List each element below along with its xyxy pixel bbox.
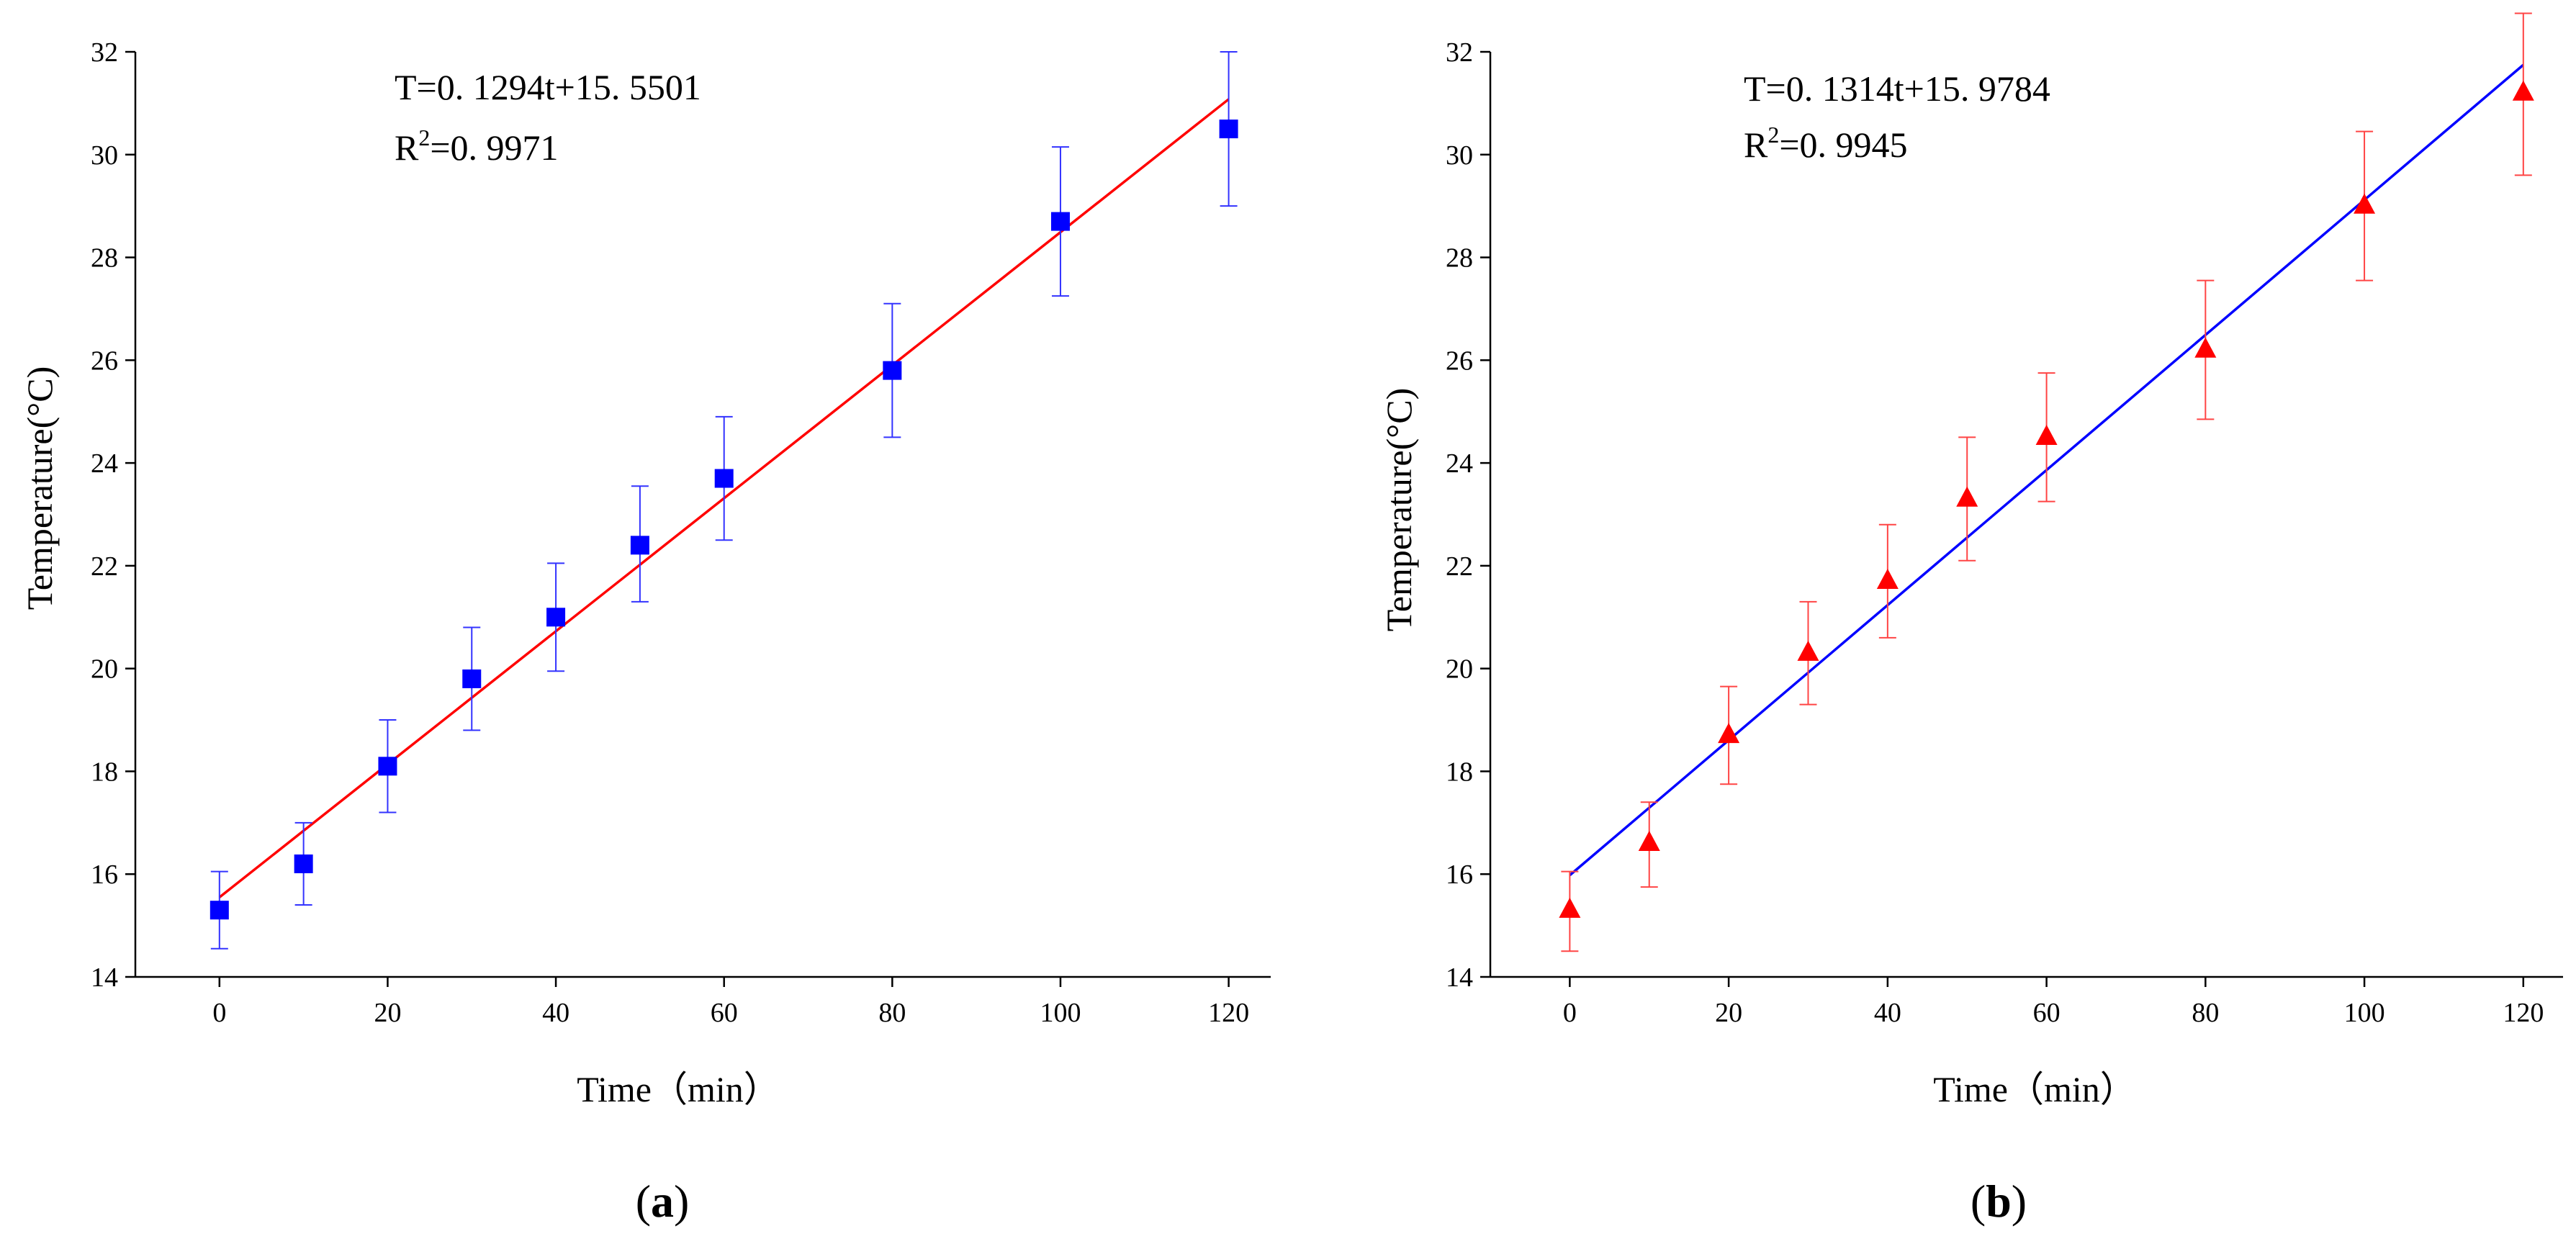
y-tick-label: 14 <box>1446 963 1473 993</box>
x-tick-label: 120 <box>2503 998 2544 1028</box>
x-tick-label: 0 <box>212 998 226 1028</box>
y-tick-label: 30 <box>1446 140 1473 171</box>
data-point-square <box>294 854 313 873</box>
x-tick-label: 100 <box>1040 998 1081 1028</box>
y-tick-label: 22 <box>91 551 118 582</box>
y-tick-label: 16 <box>91 860 118 890</box>
y-tick-label: 24 <box>1446 449 1473 479</box>
data-point-triangle <box>1638 831 1660 852</box>
chart-panel-a: Temperature(°C) Time（min） T=0. 1294t+15.… <box>19 37 1271 1227</box>
data-point-square <box>1219 120 1238 139</box>
x-tick-label: 40 <box>542 998 569 1028</box>
data-point-triangle <box>2354 193 2376 214</box>
data-point-square <box>210 901 229 920</box>
panel-label: (a) <box>636 1176 690 1227</box>
data-point-square <box>546 608 566 627</box>
panel-label: (b) <box>1971 1176 2027 1227</box>
fit-equation: T=0. 1314t+15. 9784 <box>1744 68 2050 109</box>
x-tick-label: 80 <box>878 998 906 1028</box>
x-tick-label: 20 <box>1715 998 1742 1028</box>
y-axis-label: Temperature(°C) <box>1379 388 1419 632</box>
chart-panel-b: Temperature(°C) Time（min） T=0. 1314t+15.… <box>1379 12 2563 1227</box>
y-tick-label: 32 <box>1446 37 1473 68</box>
data-point-triangle <box>1956 486 1978 507</box>
y-tick-label: 30 <box>91 140 118 171</box>
y-tick-label: 26 <box>1446 346 1473 376</box>
data-point-square <box>714 469 734 488</box>
data-point-triangle <box>2512 80 2534 101</box>
y-tick-label: 18 <box>91 757 118 787</box>
x-tick-label: 80 <box>2192 998 2219 1028</box>
data-point-triangle <box>1797 640 1819 661</box>
y-tick-label: 28 <box>91 243 118 274</box>
y-tick-label: 20 <box>1446 654 1473 685</box>
data-point-triangle <box>1718 723 1740 744</box>
y-tick-label: 24 <box>91 449 118 479</box>
y-tick-label: 20 <box>91 654 118 685</box>
x-tick-label: 40 <box>1874 998 1901 1028</box>
y-axis-label: Temperature(°C) <box>19 366 60 610</box>
y-tick-label: 14 <box>91 963 118 993</box>
data-point-square <box>378 757 397 776</box>
x-tick-label: 60 <box>711 998 738 1028</box>
y-tick-label: 32 <box>91 37 118 68</box>
r-squared: R2=0. 9945 <box>1744 122 1908 165</box>
y-tick-label: 28 <box>1446 243 1473 274</box>
x-tick-label: 60 <box>2033 998 2061 1028</box>
data-point-triangle <box>2035 425 2058 446</box>
data-point-triangle <box>2194 337 2217 358</box>
data-point-square <box>630 536 649 555</box>
y-tick-label: 26 <box>91 346 118 376</box>
y-tick-label: 18 <box>1446 757 1473 787</box>
data-point-triangle <box>1559 897 1581 918</box>
x-tick-label: 20 <box>374 998 401 1028</box>
y-tick-label: 16 <box>1446 860 1473 890</box>
data-point-square <box>1050 212 1070 231</box>
x-axis-label: Time（min） <box>577 1069 780 1109</box>
data-point-square <box>462 669 482 688</box>
x-axis-label: Time（min） <box>1933 1069 2136 1109</box>
r-squared: R2=0. 9971 <box>395 125 559 168</box>
x-tick-label: 0 <box>1563 998 1577 1028</box>
data-point-square <box>883 361 902 380</box>
fit-equation: T=0. 1294t+15. 5501 <box>395 67 701 107</box>
x-tick-label: 100 <box>2344 998 2385 1028</box>
data-point-triangle <box>1876 568 1899 589</box>
y-tick-label: 22 <box>1446 551 1473 582</box>
x-tick-label: 120 <box>1208 998 1249 1028</box>
